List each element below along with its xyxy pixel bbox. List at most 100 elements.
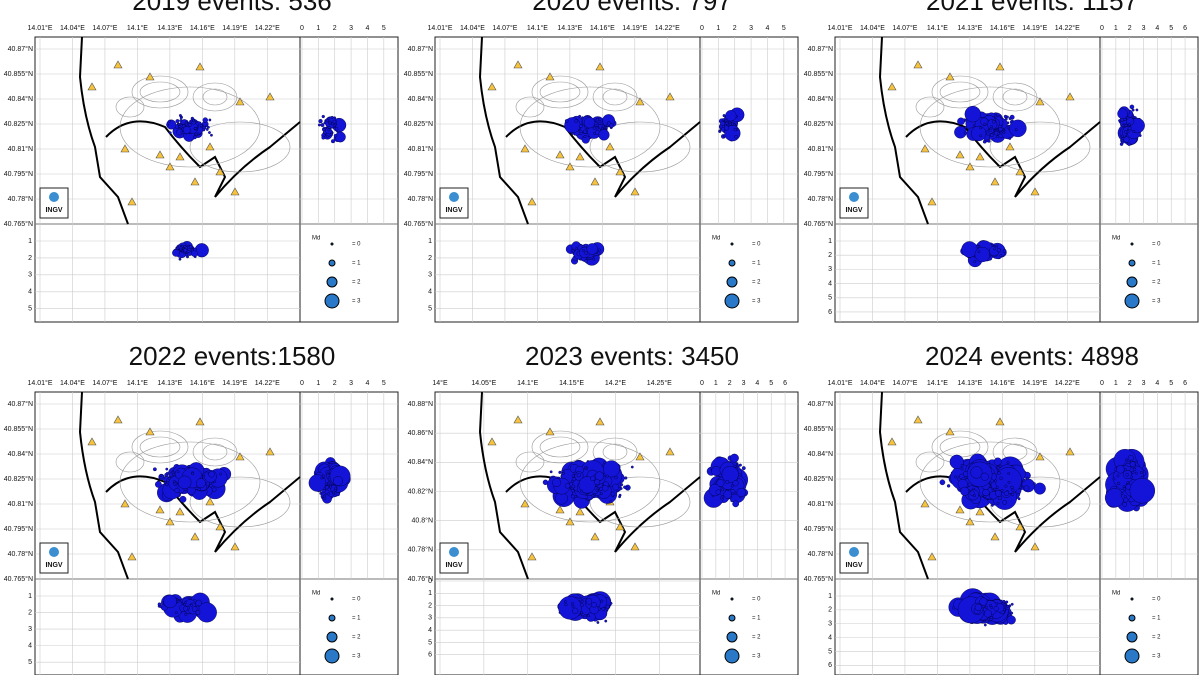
- event-depth: [178, 257, 182, 261]
- station: [555, 505, 565, 514]
- lon-tick-label: 14.07°E: [892, 379, 917, 387]
- event: [595, 488, 599, 492]
- event-side: [319, 491, 323, 495]
- legend-label: = 2: [352, 635, 361, 641]
- side-tick-label: 1: [316, 25, 320, 32]
- depth-tick-label: 4: [28, 642, 32, 649]
- event: [624, 476, 628, 480]
- contour: [192, 82, 238, 112]
- lon-tick-label: 14.1°E: [127, 24, 148, 32]
- event: [579, 124, 583, 129]
- event: [1033, 482, 1046, 495]
- event-side: [721, 488, 725, 492]
- logo-text: INGV: [845, 207, 862, 214]
- event-side: [330, 139, 335, 144]
- station: [1005, 142, 1015, 151]
- event: [609, 500, 613, 504]
- event-depth: [190, 603, 193, 607]
- event-side: [322, 474, 326, 478]
- event-side: [716, 478, 725, 487]
- event: [989, 481, 992, 485]
- side-tick-label: 4: [766, 25, 770, 32]
- station: [965, 162, 975, 171]
- event-side: [1117, 108, 1128, 120]
- legend-symbol: [1124, 293, 1140, 309]
- side-tick-label: 1: [1114, 25, 1118, 32]
- event: [184, 122, 188, 126]
- station: [590, 177, 600, 186]
- depth-tick-label: 2: [28, 609, 32, 616]
- legend-title: Md: [1112, 236, 1120, 242]
- event-side: [1116, 465, 1125, 474]
- lat-tick-label: 40.81°N: [8, 500, 33, 508]
- event-depth: [580, 599, 584, 603]
- event: [993, 487, 997, 491]
- lon-tick-label: 14.19°E: [622, 24, 647, 32]
- station: [487, 437, 497, 446]
- lat-tick-label: 40.87°N: [408, 45, 433, 53]
- lat-tick-label: 40.765°N: [4, 220, 33, 228]
- station: [975, 152, 985, 161]
- event: [1017, 497, 1021, 501]
- event: [182, 126, 191, 134]
- depth-tick-label: 2: [28, 255, 32, 262]
- coastline: [478, 36, 701, 225]
- event: [205, 485, 209, 489]
- station: [87, 82, 97, 91]
- event: [970, 466, 983, 479]
- event-side: [324, 482, 328, 486]
- station: [120, 499, 130, 508]
- contour: [531, 430, 589, 464]
- event-side: [1135, 108, 1139, 112]
- depth-tick-label: 6: [828, 662, 832, 669]
- event-side: [333, 124, 336, 128]
- event-side: [321, 135, 326, 140]
- legend-symbol: [1128, 614, 1136, 622]
- station: [913, 415, 923, 424]
- event: [939, 479, 946, 486]
- event-depth: [581, 244, 585, 248]
- depth-tick-label: 5: [28, 659, 32, 666]
- event: [594, 478, 601, 485]
- event-depth: [597, 248, 601, 252]
- station: [513, 60, 523, 69]
- lat-tick-label: 40.84°N: [408, 458, 433, 466]
- lon-tick-label: 14.07°E: [892, 24, 917, 32]
- lon-tick-label: 14.13°E: [557, 24, 582, 32]
- station: [527, 552, 537, 561]
- side-tick-label: 4: [366, 380, 370, 387]
- event-side: [333, 133, 338, 138]
- event-side: [721, 465, 739, 483]
- legend-label: = 0: [352, 597, 361, 603]
- event: [1008, 137, 1012, 140]
- lon-tick-label: 14.1°E: [517, 379, 538, 387]
- event: [979, 126, 983, 130]
- lat-tick-label: 40.76°N: [408, 575, 433, 583]
- station: [665, 92, 675, 101]
- event: [573, 471, 577, 475]
- station: [995, 62, 1005, 71]
- legend-symbol: [326, 631, 338, 643]
- coastline: [78, 391, 301, 580]
- event-side: [731, 122, 734, 126]
- lat-tick-label: 40.765°N: [4, 575, 33, 583]
- event: [202, 128, 206, 132]
- event: [980, 472, 989, 481]
- depth-frame: [434, 223, 701, 323]
- depth-tick-label: 3: [28, 272, 32, 279]
- event-side: [327, 481, 331, 485]
- event-side: [1123, 497, 1129, 503]
- event-side: [1123, 468, 1127, 472]
- station: [195, 62, 205, 71]
- event: [612, 483, 620, 491]
- lon-tick-label: 14.15°E: [559, 379, 584, 387]
- legend-symbol: [1130, 242, 1134, 246]
- depth-tick-label: 5: [28, 306, 32, 313]
- event-depth: [584, 259, 589, 263]
- depth-tick-label: 2: [428, 255, 432, 262]
- station: [635, 97, 645, 106]
- station: [1035, 452, 1045, 461]
- event: [583, 116, 596, 129]
- legend-frame: [1099, 223, 1199, 323]
- lat-tick-label: 40.795°N: [404, 170, 433, 178]
